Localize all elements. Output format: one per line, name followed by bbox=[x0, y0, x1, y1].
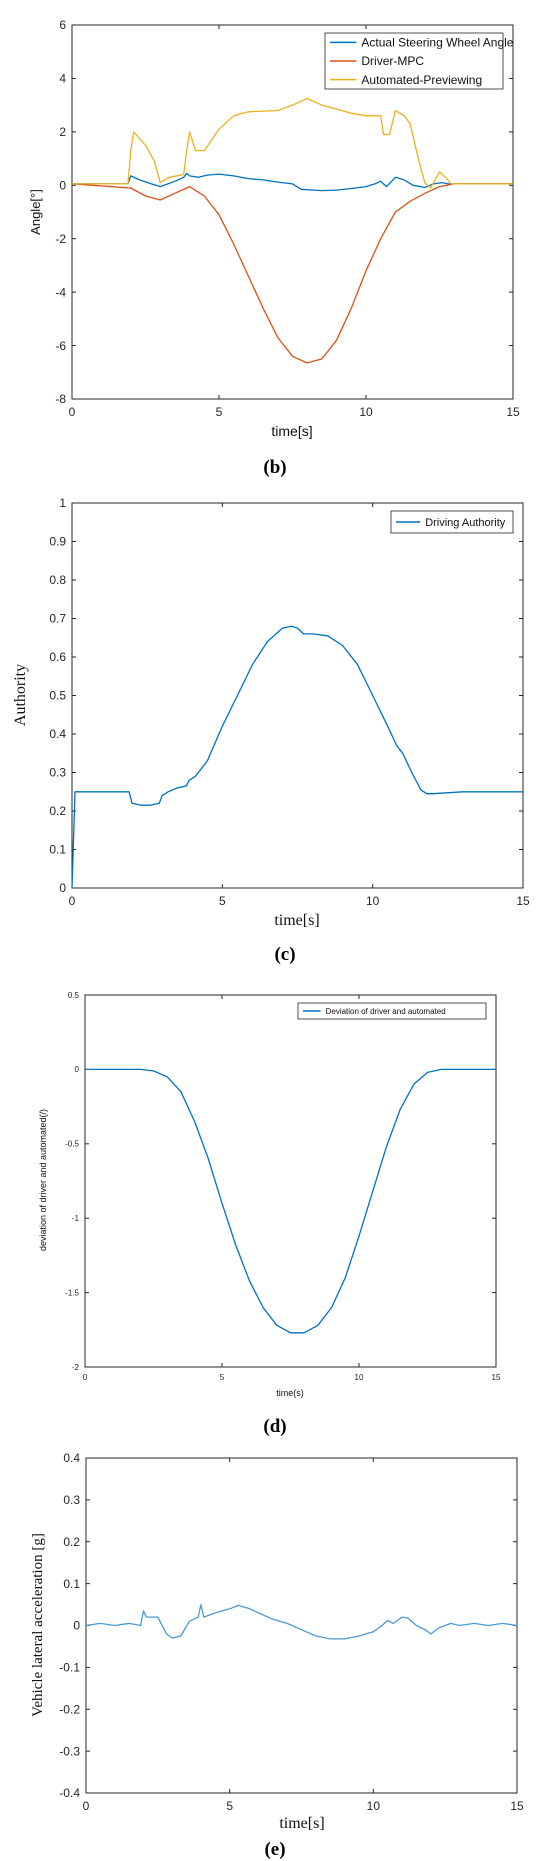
panel-b: 0 5 10 15 -8 -6 -4 -2 0 2 4 6 Actual Steering Whee… bbox=[28, 18, 520, 478]
panel-label-d: (d) bbox=[263, 1416, 286, 1437]
y-tick-labels-b: -8 -6 -4 -2 0 2 4 6 bbox=[55, 18, 513, 406]
x-tick-labels-b: 0 5 10 15 bbox=[69, 25, 520, 419]
y-tick-label: 1 bbox=[59, 496, 66, 510]
x-tick-label: 15 bbox=[492, 1373, 501, 1382]
series-line-3 bbox=[72, 97, 513, 189]
x-tick-label: 10 bbox=[366, 894, 380, 908]
y-axis-label-d: deviation of driver and automated(/) bbox=[38, 1109, 48, 1251]
panel-d: 0 5 10 15 -2 -1.5 -1 -0.5 0 0.5 Deviation of dri… bbox=[38, 991, 501, 1437]
series-line-1 bbox=[72, 172, 513, 192]
panel-label-c: (c) bbox=[274, 944, 295, 965]
x-tick-label: 10 bbox=[359, 405, 373, 419]
panel-c: 0 5 10 15 0 0.1 0.2 0.3 0.4 0.5 0.6 0.7 0.8 0.9 1 Dri… bbox=[12, 496, 530, 965]
y-axis-label-e: Vehicle lateral acceleration [g] bbox=[30, 1533, 46, 1717]
series-line-1 bbox=[85, 1603, 518, 1640]
legend-box bbox=[297, 1002, 487, 1020]
y-tick-label: 0 bbox=[73, 1619, 80, 1633]
legend-entry: Automated-Previewing bbox=[361, 73, 482, 87]
y-tick-label: 0.8 bbox=[49, 573, 66, 587]
legend-entry: Driving Authority bbox=[425, 517, 506, 529]
y-tick-label: -1 bbox=[72, 1214, 80, 1223]
x-tick-label: 0 bbox=[69, 405, 76, 419]
y-tick-label: -2 bbox=[72, 1363, 80, 1372]
series-group-d bbox=[85, 1068, 496, 1334]
plot-area-d bbox=[84, 994, 497, 1368]
y-tick-label: 0.3 bbox=[49, 766, 66, 780]
panel-label-b: (b) bbox=[263, 457, 286, 478]
y-tick-label: -0.3 bbox=[59, 1744, 80, 1758]
legend-b: Actual Steering Wheel Angle Driver-MPC Aut… bbox=[324, 32, 514, 90]
x-tick-label: 5 bbox=[226, 1799, 233, 1813]
y-tick-label: -1.5 bbox=[65, 1288, 79, 1297]
series-group-b bbox=[71, 97, 513, 364]
series-line-2 bbox=[71, 183, 513, 364]
y-tick-label: -8 bbox=[55, 392, 66, 406]
y-tick-label: 6 bbox=[59, 18, 66, 32]
y-tick-label: 0.6 bbox=[49, 650, 66, 664]
x-tick-label: 10 bbox=[355, 1373, 364, 1382]
x-axis-label-d: time(s) bbox=[276, 1388, 304, 1398]
y-tick-label: 0.1 bbox=[63, 1577, 80, 1591]
y-tick-label: 0.7 bbox=[49, 612, 66, 626]
y-tick-labels-c: 0 0.1 0.2 0.3 0.4 0.5 0.6 0.7 0.8 0.9 1 bbox=[49, 496, 523, 895]
y-tick-label: -0.4 bbox=[59, 1786, 80, 1800]
y-tick-label: 0.1 bbox=[49, 843, 66, 857]
x-tick-label: 0 bbox=[83, 1799, 90, 1813]
x-tick-label: 5 bbox=[219, 894, 226, 908]
x-axis-label-e: time[s] bbox=[279, 1815, 324, 1832]
legend-box bbox=[390, 510, 514, 534]
x-tick-label: 15 bbox=[510, 1799, 524, 1813]
x-tick-label: 15 bbox=[516, 894, 530, 908]
y-tick-label: 0.5 bbox=[49, 689, 66, 703]
x-tick-label: 5 bbox=[216, 405, 223, 419]
legend-entry: Driver-MPC bbox=[361, 54, 424, 68]
x-tick-label: 0 bbox=[69, 894, 76, 908]
legend-d: Deviation of driver and automated bbox=[297, 1002, 487, 1020]
y-tick-label: 0.2 bbox=[49, 804, 66, 818]
x-tick-labels-c: 0 5 10 15 bbox=[69, 503, 530, 908]
y-tick-label: 0 bbox=[59, 178, 66, 192]
legend-entry: Actual Steering Wheel Angle bbox=[361, 36, 513, 50]
plot-area-e bbox=[85, 1457, 518, 1794]
y-tick-label: 0.5 bbox=[68, 991, 80, 1000]
y-tick-label: 0 bbox=[75, 1065, 80, 1074]
x-tick-label: 10 bbox=[367, 1799, 381, 1813]
series-line-1 bbox=[71, 625, 523, 889]
y-tick-label: 0.4 bbox=[49, 727, 66, 741]
panel-label-e: (e) bbox=[264, 1839, 285, 1860]
y-tick-label: 2 bbox=[59, 125, 66, 139]
y-tick-label: -2 bbox=[55, 232, 66, 246]
x-axis-label-b: time[s] bbox=[271, 423, 312, 439]
series-group-c bbox=[71, 625, 523, 889]
y-tick-label: 0 bbox=[59, 881, 66, 895]
series-group-e bbox=[85, 1603, 518, 1640]
plot-area-c bbox=[71, 502, 524, 889]
y-axis-label-c: Authority bbox=[12, 664, 29, 726]
x-tick-labels-e: 0 5 10 15 bbox=[83, 1458, 524, 1813]
x-axis-label-c: time[s] bbox=[274, 912, 319, 929]
y-tick-label: -0.2 bbox=[59, 1702, 80, 1716]
y-tick-label: 0.9 bbox=[49, 535, 66, 549]
series-line-1 bbox=[85, 1068, 496, 1334]
x-tick-label: 15 bbox=[506, 405, 520, 419]
y-tick-label: 0.4 bbox=[63, 1451, 80, 1465]
y-tick-label: -4 bbox=[55, 285, 66, 299]
y-tick-labels-e: -0.4 -0.3 -0.2 -0.1 0 0.1 0.2 0.3 0.4 bbox=[59, 1451, 517, 1800]
y-tick-label: -0.5 bbox=[65, 1140, 79, 1149]
y-axis-label-b: Angle[°] bbox=[28, 189, 43, 235]
y-tick-label: -6 bbox=[55, 339, 66, 353]
x-tick-label: 0 bbox=[83, 1373, 88, 1382]
y-tick-label: 0.3 bbox=[63, 1493, 80, 1507]
y-tick-label: 0.2 bbox=[63, 1535, 80, 1549]
x-tick-labels-d: 0 5 10 15 bbox=[83, 995, 501, 1382]
legend-entry: Deviation of driver and automated bbox=[326, 1007, 446, 1016]
legend-c: Driving Authority bbox=[390, 510, 514, 534]
y-tick-label: -0.1 bbox=[59, 1661, 80, 1675]
panel-e: 0 5 10 15 -0.4 -0.3 -0.2 -0.1 0 0.1 0.2 0.3 0.4 tim… bbox=[30, 1451, 524, 1860]
y-tick-label: 4 bbox=[59, 72, 66, 86]
x-tick-label: 5 bbox=[220, 1373, 225, 1382]
